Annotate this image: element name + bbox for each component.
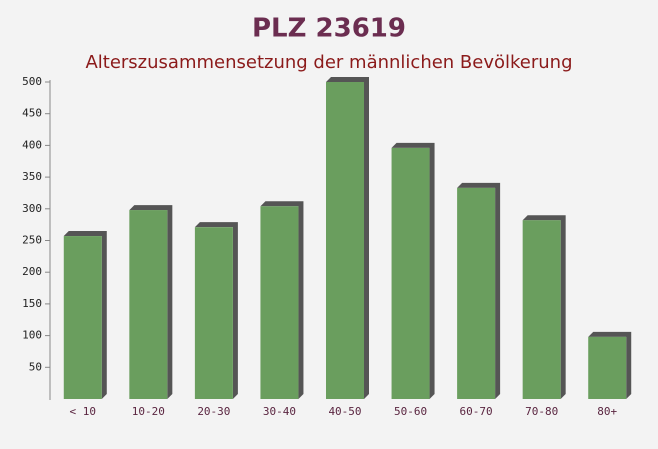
x-tick-label: 80+ — [597, 405, 617, 418]
y-tick-label: 150 — [22, 297, 42, 310]
y-tick-label: 450 — [22, 107, 42, 120]
bar — [326, 82, 364, 399]
bar — [129, 210, 168, 399]
x-tick-label: 50-60 — [394, 405, 427, 418]
x-tick-label: < 10 — [70, 405, 97, 418]
y-tick-label: 200 — [22, 265, 42, 278]
x-tick-label: 20-30 — [197, 405, 230, 418]
bar — [522, 220, 561, 399]
y-tick-label: 350 — [22, 170, 42, 183]
bar-side — [588, 331, 632, 399]
bar — [194, 227, 233, 399]
chart-subtitle: Alterszusammensetzung der männlichen Bev… — [85, 52, 572, 73]
x-tick-label: 60-70 — [460, 405, 493, 418]
chart-title: PLZ 23619 — [252, 14, 406, 44]
bar — [391, 147, 430, 399]
y-tick-label: 50 — [29, 360, 42, 373]
x-tick-label: 70-80 — [525, 405, 558, 418]
bar — [588, 336, 627, 399]
bar-side — [326, 77, 369, 399]
x-tick-label: 30-40 — [263, 405, 296, 418]
y-tick-label: 250 — [22, 234, 42, 247]
x-tick-label: 40-50 — [328, 405, 361, 418]
bar-side — [457, 182, 501, 399]
y-tick-label: 500 — [22, 75, 42, 88]
bar-side — [522, 215, 566, 399]
x-tick-label: 10-20 — [132, 405, 165, 418]
bar — [457, 187, 496, 399]
bar-side — [194, 222, 238, 399]
bar-side — [391, 142, 435, 399]
y-tick-label: 100 — [22, 329, 42, 342]
bar-side — [260, 201, 304, 399]
bar — [260, 206, 299, 399]
y-tick-label: 400 — [22, 138, 42, 151]
bar-side — [63, 231, 107, 399]
bar — [63, 236, 102, 399]
y-tick-label: 300 — [22, 202, 42, 215]
bar-side — [129, 205, 173, 399]
